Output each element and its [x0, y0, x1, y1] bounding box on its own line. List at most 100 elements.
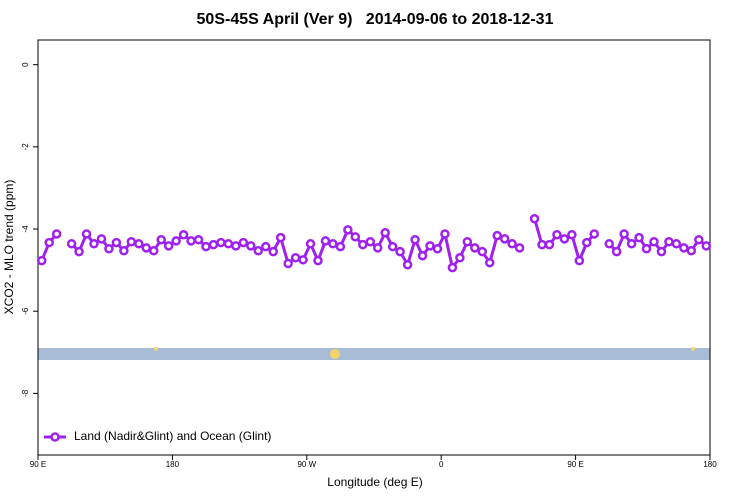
point — [671, 239, 682, 249]
point — [664, 236, 674, 247]
point — [141, 243, 152, 253]
point — [104, 243, 114, 254]
point — [432, 243, 443, 254]
point — [477, 246, 488, 257]
point — [507, 239, 517, 249]
point — [544, 239, 555, 250]
point — [634, 232, 644, 243]
point — [178, 230, 189, 240]
point — [686, 246, 697, 256]
point — [305, 239, 316, 249]
point — [313, 255, 323, 266]
point — [656, 246, 667, 257]
land-marker — [330, 349, 340, 359]
point — [74, 246, 84, 257]
point — [380, 227, 390, 238]
point — [66, 239, 77, 249]
x-tick-label: 180 — [166, 460, 180, 469]
chart-title: 50S-45S April (Ver 9) 2014-09-06 to 2018… — [197, 11, 554, 28]
point — [365, 236, 376, 247]
point — [253, 246, 264, 256]
point — [231, 241, 241, 251]
point — [574, 255, 585, 266]
point — [89, 239, 99, 249]
point — [641, 243, 652, 254]
point — [604, 239, 614, 249]
point — [410, 234, 420, 245]
point — [455, 253, 465, 263]
point — [335, 241, 346, 252]
point — [626, 239, 637, 249]
x-tick-label: 90 E — [30, 460, 46, 469]
point — [193, 234, 204, 245]
y-tick-label: -4 — [21, 225, 30, 233]
y-tick-label: -6 — [21, 307, 30, 315]
point — [201, 241, 211, 252]
x-tick-label: 180 — [703, 460, 717, 469]
point — [372, 243, 383, 253]
land-marker — [154, 347, 158, 351]
point — [36, 255, 47, 266]
point — [163, 241, 174, 251]
surface-band — [38, 348, 710, 360]
point — [387, 241, 398, 252]
x-axis-title: Longitude (deg E) — [327, 475, 422, 489]
point — [417, 250, 428, 261]
point — [246, 241, 256, 251]
x-tick-label: 90 E — [567, 460, 583, 469]
point — [462, 236, 473, 247]
point — [134, 239, 144, 249]
land-marker — [691, 347, 695, 351]
point — [126, 236, 137, 247]
point — [559, 234, 570, 244]
point — [440, 229, 450, 239]
point — [186, 236, 196, 246]
point — [567, 230, 577, 240]
point — [395, 246, 405, 257]
point — [320, 236, 331, 246]
point — [148, 246, 159, 256]
y-axis-title: XCO2 - MLO trend (ppm) — [2, 180, 16, 315]
point — [447, 262, 458, 273]
point — [260, 241, 271, 252]
point — [679, 243, 689, 253]
legend-marker — [50, 432, 60, 442]
point — [529, 213, 540, 224]
y-tick-label: -2 — [21, 143, 30, 151]
point — [537, 239, 547, 250]
point — [611, 246, 622, 257]
point — [402, 260, 413, 270]
point — [156, 234, 166, 245]
point — [470, 243, 480, 253]
y-tick-label: 0 — [21, 62, 30, 67]
point — [44, 237, 54, 248]
point — [216, 237, 226, 248]
point — [582, 237, 592, 248]
point — [283, 258, 293, 269]
point — [552, 230, 562, 240]
point — [589, 229, 600, 239]
point — [649, 236, 659, 247]
point — [328, 239, 338, 249]
point — [119, 246, 129, 256]
point — [171, 236, 181, 246]
point — [350, 232, 361, 242]
point — [290, 253, 301, 263]
point — [343, 225, 353, 235]
point — [96, 234, 107, 244]
point — [514, 243, 525, 253]
point — [208, 239, 219, 250]
point — [223, 239, 234, 249]
point — [81, 229, 92, 239]
point — [499, 234, 510, 244]
point — [111, 237, 122, 248]
x-tick-label: 0 — [439, 460, 444, 469]
point — [492, 230, 502, 241]
x-tick-label: 90 W — [297, 460, 316, 469]
point — [298, 255, 308, 265]
point — [268, 246, 278, 257]
point — [694, 234, 704, 245]
point — [701, 241, 712, 251]
point — [484, 257, 495, 268]
